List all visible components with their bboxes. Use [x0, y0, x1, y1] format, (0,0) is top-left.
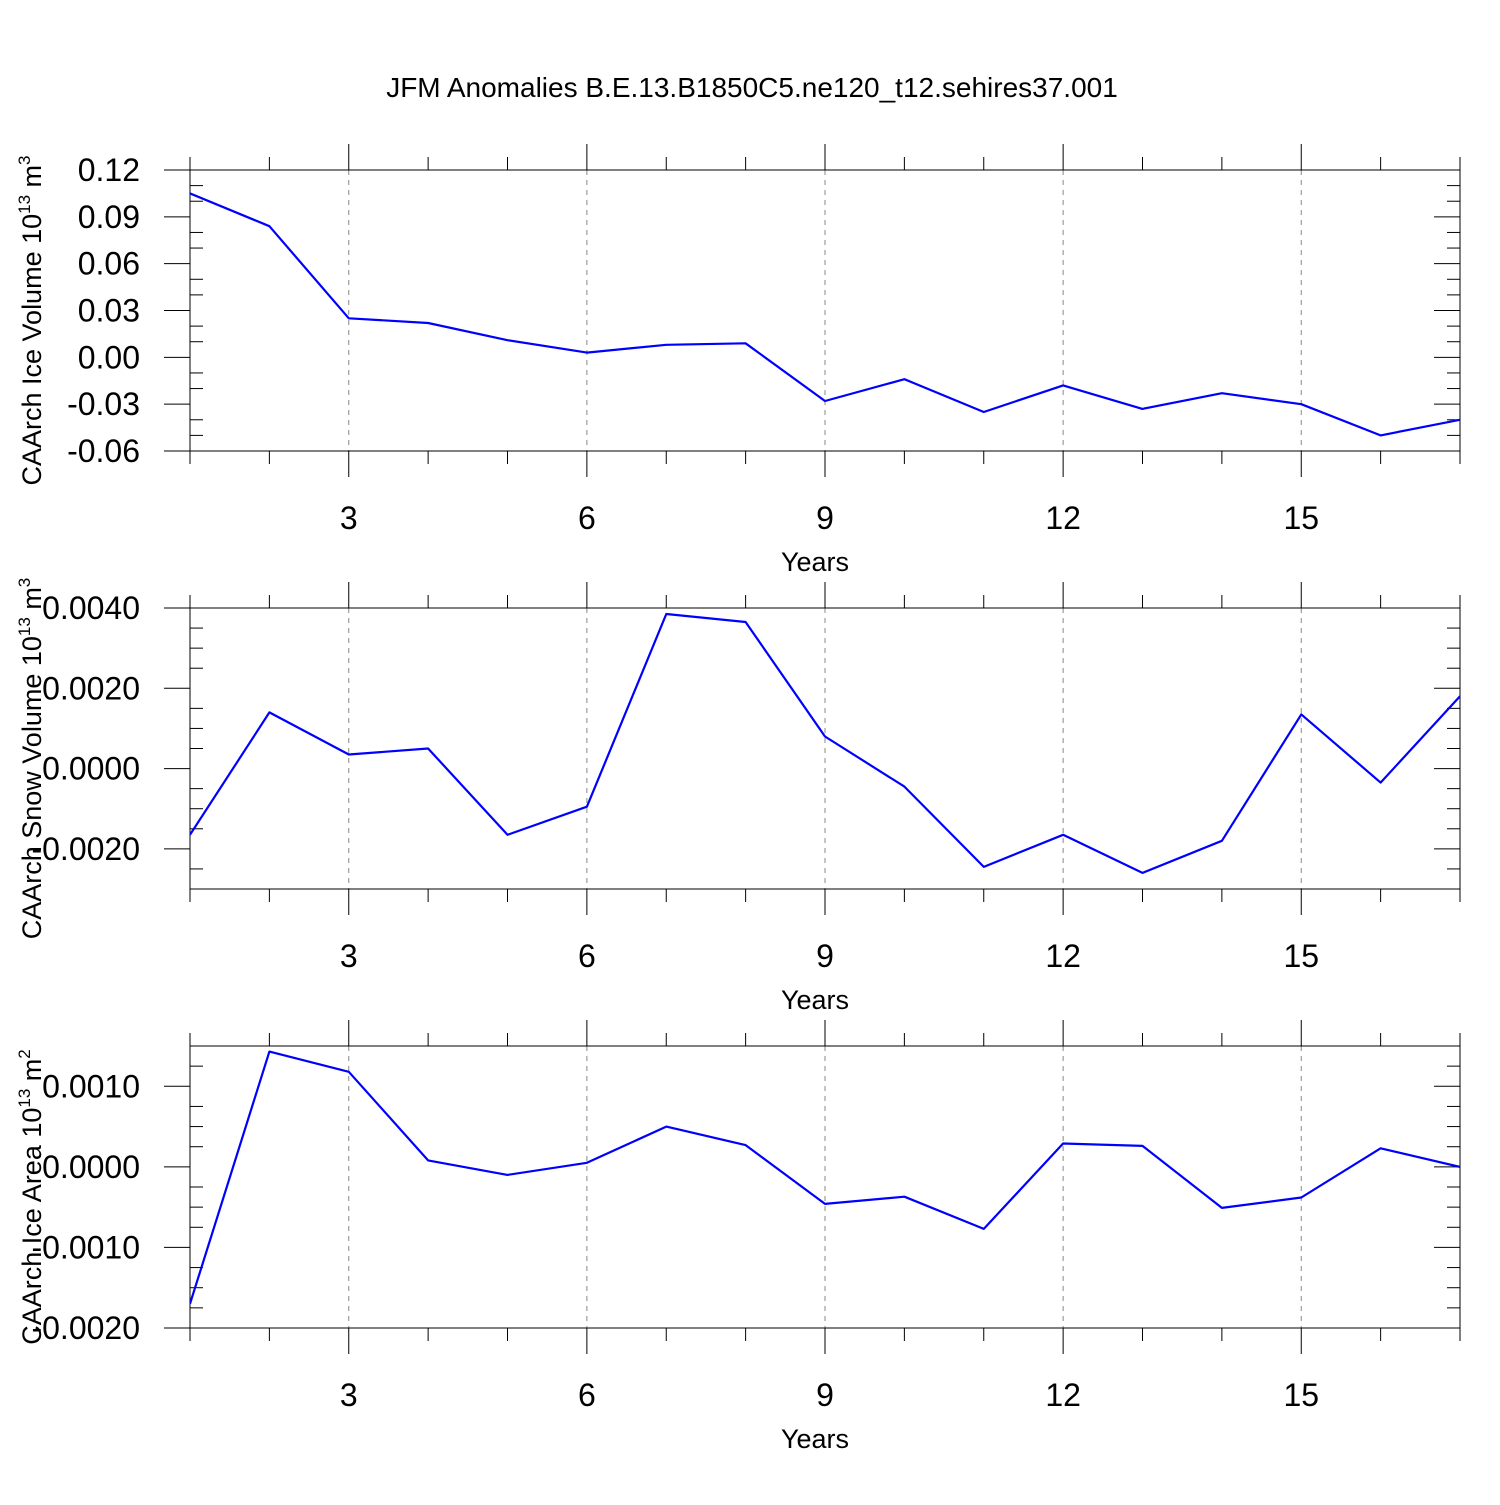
- y-tick-label: 0.0040: [42, 590, 140, 626]
- y-axis-label-part: CAArch Ice Volume 10: [17, 214, 47, 486]
- y-axis-label-part: m: [17, 587, 47, 617]
- x-axis-label: Years: [781, 985, 849, 1015]
- x-tick-label: 15: [1283, 1377, 1319, 1413]
- y-tick-label: -0.0020: [31, 1310, 140, 1346]
- y-axis-label-exponent: 3: [15, 155, 34, 164]
- x-axis-label: Years: [781, 547, 849, 577]
- panel-3: -0.0020 -0.0010 0.0000 0.0010 3 6 9 12 15 Years CA…: [15, 1020, 1461, 1454]
- y-axis-label: CAArch Ice Area 1013 m2: [15, 1049, 47, 1345]
- y-tick-label: 0.0010: [42, 1068, 140, 1104]
- y-tick-label: 0.0000: [42, 1149, 140, 1185]
- series-line: [190, 1050, 1460, 1305]
- x-tick-label: 9: [816, 1377, 834, 1413]
- y-tick-label: 0.0020: [42, 670, 140, 706]
- y-axis-label-part: CAArch Snow Volume 10: [17, 636, 47, 939]
- chart-title: JFM Anomalies B.E.13.B1850C5.ne120_t12.s…: [386, 72, 1118, 103]
- x-tick-label: 12: [1045, 500, 1081, 536]
- y-tick-label: 0.06: [78, 246, 140, 282]
- x-tick-label: 15: [1283, 938, 1319, 974]
- y-axis-label-exponent: 13: [15, 1089, 34, 1108]
- y-axis-label: CAArch Snow Volume 1013 m3: [15, 578, 47, 940]
- x-tick-label: 6: [578, 938, 596, 974]
- y-axis-label-exponent: 2: [15, 1049, 34, 1058]
- x-axis-label: Years: [781, 1424, 849, 1454]
- y-tick-label: -0.0020: [31, 831, 140, 867]
- series-line: [190, 612, 1460, 875]
- x-tick-label: 12: [1045, 938, 1081, 974]
- y-axis-label: CAArch Ice Volume 1013 m3: [15, 155, 47, 485]
- x-tick-label: 3: [340, 1377, 358, 1413]
- y-axis-label-part: CAArch Ice Area 10: [17, 1108, 47, 1345]
- x-tick-label: 3: [340, 938, 358, 974]
- x-tick-label: 6: [578, 1377, 596, 1413]
- series-line: [190, 192, 1460, 437]
- panel-2: -0.0020 0.0000 0.0020 0.0040 3 6 9 12 15 Years CAA…: [15, 578, 1461, 1015]
- y-axis-label-exponent: 3: [15, 578, 34, 587]
- y-axis-label-exponent: 13: [15, 617, 34, 636]
- y-tick-label: -0.03: [67, 386, 140, 422]
- y-tick-label: 0.00: [78, 339, 140, 375]
- y-tick-label: -0.0010: [31, 1229, 140, 1265]
- x-tick-label: 6: [578, 500, 596, 536]
- x-tick-label: 12: [1045, 1377, 1081, 1413]
- x-tick-label: 15: [1283, 500, 1319, 536]
- panel-1: -0.06 -0.03 0.00 0.03 0.06 0.09 0.12 3 6 9 12 15 Yea…: [15, 144, 1461, 577]
- x-tick-label: 9: [816, 938, 834, 974]
- y-tick-label: -0.06: [67, 433, 140, 469]
- x-tick-label: 9: [816, 500, 834, 536]
- y-axis-label-part: m: [17, 1059, 47, 1089]
- y-axis-label-part: m: [17, 165, 47, 195]
- y-axis-label-exponent: 13: [15, 195, 34, 214]
- y-tick-label: 0.12: [78, 152, 140, 188]
- chart-panels: -0.06 -0.03 0.00 0.03 0.06 0.09 0.12 3 6 9 12 15 Yea…: [15, 144, 1461, 1454]
- y-tick-label: 0.0000: [42, 751, 140, 787]
- y-tick-label: 0.09: [78, 199, 140, 235]
- x-tick-label: 3: [340, 500, 358, 536]
- y-tick-label: 0.03: [78, 293, 140, 329]
